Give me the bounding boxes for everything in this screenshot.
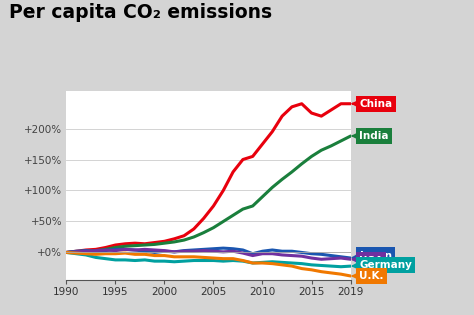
Text: U.K.: U.K. [353,271,384,281]
Text: Per capita CO₂ emissions: Per capita CO₂ emissions [9,3,273,22]
Text: Japan: Japan [353,250,392,261]
Text: Germany: Germany [353,260,412,270]
Text: India: India [353,131,389,141]
Text: USA: USA [353,255,383,266]
Text: China: China [353,99,392,109]
